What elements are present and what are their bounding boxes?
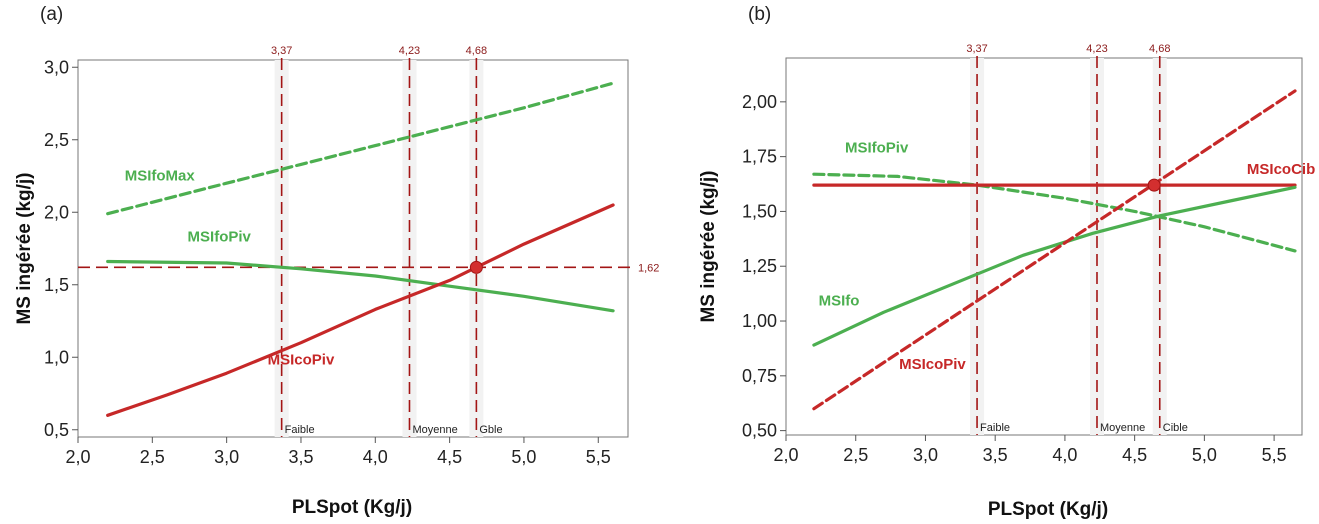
panel-label: (b) [748,4,771,25]
series-line [812,185,1297,347]
y-tick-label: 0,75 [742,366,777,386]
x-tick-label: 5,0 [1192,445,1217,465]
y-tick-label: 2,00 [742,92,777,112]
intersection-marker [1147,178,1161,192]
series-label: MSIfo [819,293,860,310]
ref-hline-value: 1,62 [638,262,659,274]
y-tick-label: 0,50 [742,421,777,441]
ref-vline-category: Faible [285,424,315,436]
ref-vline-category: Cible [1163,422,1188,434]
series-label: MSIfoPiv [845,139,909,156]
ref-vline-value: 3,37 [966,43,987,55]
x-tick-label: 2,5 [843,445,868,465]
panel-label: (a) [40,4,63,25]
y-axis-title: MS ingérée (kg/j) [698,170,719,322]
x-tick-label: 2,0 [65,447,90,467]
x-tick-label: 4,5 [1122,445,1147,465]
x-tick-label: 4,0 [1052,445,1077,465]
y-tick-label: 2,5 [44,130,69,150]
intersection-marker [469,260,483,274]
series-label: MSIcoPiv [899,356,966,373]
series-line [812,172,1297,253]
ref-vline-value: 4,23 [399,45,420,57]
y-tick-label: 1,25 [742,256,777,276]
y-tick-label: 3,0 [44,57,69,77]
x-tick-label: 2,0 [773,445,798,465]
series-line [812,89,1297,411]
plot-frame [785,57,1303,436]
series-line [106,81,615,216]
y-tick-label: 1,0 [44,347,69,367]
ref-vline-category: Moyenne [1100,422,1145,434]
x-tick-label: 3,0 [214,447,239,467]
y-axis-title: MS ingérée (kg/j) [14,172,35,324]
series-line [106,259,615,313]
x-tick-label: 5,5 [1262,445,1287,465]
ref-vline-value: 4,23 [1086,43,1107,55]
x-tick-label: 3,0 [913,445,938,465]
y-tick-label: 1,00 [742,311,777,331]
series-label: MSIcoCib [1247,161,1315,178]
x-tick-label: 5,0 [511,447,536,467]
x-tick-label: 3,5 [983,445,1008,465]
series-label: MSIfoMax [125,167,196,184]
ref-vline-value: 4,68 [1149,43,1170,55]
y-tick-label: 1,5 [44,275,69,295]
y-tick-label: 2,0 [44,202,69,222]
ref-vline-value: 3,37 [271,45,292,57]
x-tick-label: 4,5 [437,447,462,467]
ref-vline-value: 4,68 [466,45,487,57]
x-tick-label: 3,5 [288,447,313,467]
y-tick-label: 1,50 [742,201,777,221]
x-axis-title: PLSpot (Kg/j) [988,499,1108,520]
ref-vline-category: Moyenne [412,424,457,436]
series-line [106,203,615,417]
x-tick-label: 4,0 [363,447,388,467]
ref-vline-category: Faible [980,422,1010,434]
ref-vline-category: Gble [479,424,502,436]
y-tick-label: 0,5 [44,420,69,440]
series-label: MSIfoPiv [188,228,252,245]
series-label: MSIcoPiv [268,352,335,369]
x-tick-label: 5,5 [586,447,611,467]
x-axis-title: PLSpot (Kg/j) [292,497,412,518]
y-tick-label: 1,75 [742,147,777,167]
x-tick-label: 2,5 [140,447,165,467]
plot-frame [77,59,629,438]
